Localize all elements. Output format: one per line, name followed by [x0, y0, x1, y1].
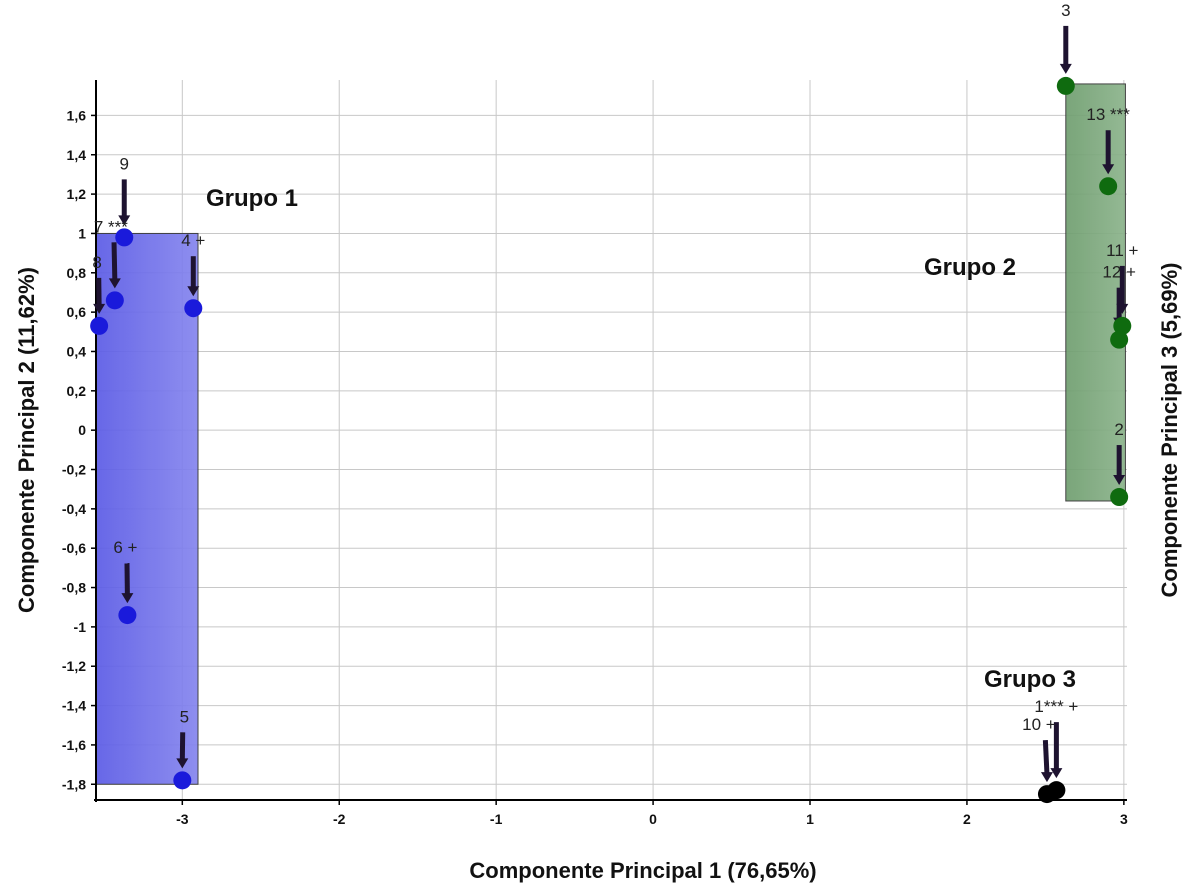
- arrow-shaft: [114, 242, 115, 280]
- data-point: [106, 291, 124, 309]
- x-axis-title: Componente Principal 1 (76,65%): [469, 858, 816, 883]
- x-tick-label: 3: [1120, 811, 1128, 827]
- point-label: 6 +: [113, 538, 137, 557]
- y-tick-label: -1: [74, 619, 87, 635]
- data-point: [1110, 488, 1128, 506]
- data-point: [118, 606, 136, 624]
- y-tick-label: 1,4: [67, 147, 87, 163]
- data-point: [1110, 331, 1128, 349]
- x-tick-label: 0: [649, 811, 657, 827]
- point-label: 3: [1061, 1, 1070, 20]
- data-point: [1099, 177, 1117, 195]
- y-tick-label: 0,2: [67, 383, 87, 399]
- point-label: 2: [1114, 420, 1123, 439]
- y-tick-label: 0,8: [67, 265, 87, 281]
- point-label: 10 +: [1022, 715, 1056, 734]
- point-label: 9: [120, 154, 129, 173]
- y-tick-label: -0,4: [62, 501, 86, 517]
- point-label: 12 +: [1102, 263, 1136, 282]
- group-label-2: Grupo 2: [924, 254, 1016, 281]
- y-tick-label: -0,8: [62, 580, 86, 596]
- y-axis-title: Componente Principal 2 (11,62%): [14, 267, 39, 613]
- y-tick-label: 1,6: [67, 107, 87, 123]
- x-tick-label: 2: [963, 811, 971, 827]
- x-tick-label: -2: [333, 811, 346, 827]
- data-point: [184, 299, 202, 317]
- point-label: 7 ***: [94, 217, 128, 236]
- data-point: [90, 317, 108, 335]
- point-label: 13 ***: [1086, 105, 1130, 124]
- point-label: 1*** +: [1034, 697, 1078, 716]
- y-tick-label: 0,6: [67, 304, 87, 320]
- y-tick-label: 0: [78, 422, 86, 438]
- point-label: 5: [180, 707, 189, 726]
- x-tick-label: 1: [806, 811, 814, 827]
- y-tick-label: -0,6: [62, 540, 86, 556]
- y-tick-label: -1,4: [62, 698, 86, 714]
- point-labels: 9 7 *** 8 4 + 6 + 5 3 13 *** 11 + 12 + 2 1*** +10 +: [92, 1, 1138, 734]
- y-tick-label: 0,4: [67, 343, 87, 359]
- group-box-1: [96, 233, 198, 784]
- point-label: 8: [92, 253, 101, 272]
- group-labels: Grupo 1 Grupo 2 Grupo 3: [206, 185, 1076, 693]
- y-tick-label: 1: [78, 225, 86, 241]
- y-tick-label: -1,6: [62, 737, 86, 753]
- y-tick-label: 1,2: [67, 186, 87, 202]
- point-label: 4 +: [181, 231, 205, 250]
- x-tick-label: -3: [176, 811, 189, 827]
- point-arrows: [93, 26, 1128, 782]
- point-label: 11 +: [1106, 241, 1138, 260]
- y-tick-label: -1,2: [62, 658, 86, 674]
- arrow-head: [1060, 64, 1072, 74]
- group-label-3: Grupo 3: [984, 666, 1076, 693]
- arrow-head: [1041, 772, 1053, 782]
- data-point: [1038, 785, 1056, 803]
- data-point: [173, 771, 191, 789]
- group-label-1: Grupo 1: [206, 185, 298, 212]
- y-tick-label: -0,2: [62, 462, 86, 478]
- y-tick-label: -1,8: [62, 776, 86, 792]
- y-axis-title-right: Componente Principal 3 (5,69%): [1157, 263, 1182, 598]
- x-tick-label: -1: [490, 811, 503, 827]
- arrow-shaft: [1045, 740, 1047, 774]
- data-point: [1057, 77, 1075, 95]
